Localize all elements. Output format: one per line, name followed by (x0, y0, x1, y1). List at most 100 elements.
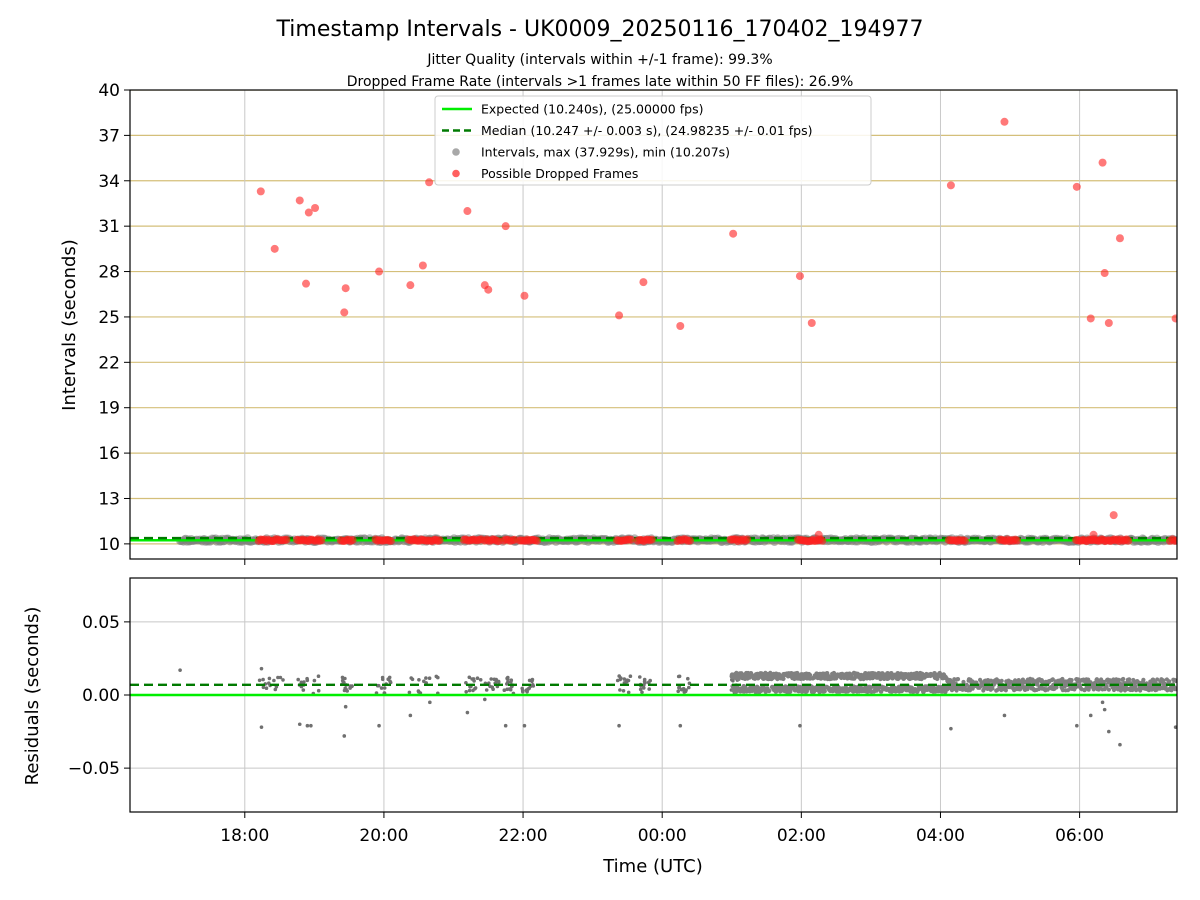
residual-point (379, 686, 384, 690)
dropped-frame-point (317, 536, 326, 545)
residual-point (1116, 677, 1121, 682)
top-y-tick-label: 25 (98, 308, 120, 328)
residual-point (312, 678, 317, 683)
residual-point (273, 687, 278, 692)
dropped-frame-point (256, 187, 265, 196)
residual-point (340, 678, 345, 683)
residual-outlier-point (503, 723, 508, 728)
top-y-tick-label: 13 (98, 489, 120, 509)
residual-point (305, 676, 309, 681)
bottom-y-tick-label: 0.00 (82, 686, 120, 706)
top-y-tick-label: 40 (98, 81, 120, 101)
legend-label: Possible Dropped Frames (481, 166, 638, 181)
dropped-frame-point (501, 222, 510, 231)
top-y-tick-label: 34 (98, 172, 120, 192)
x-tick-label: 20:00 (359, 826, 408, 846)
residual-point (615, 678, 620, 683)
residual-point (467, 675, 472, 680)
dropped-frame-point (270, 244, 279, 253)
residual-point (267, 676, 272, 681)
chart-subtitle-jitter: Jitter Quality (intervals within +/-1 fr… (426, 52, 772, 68)
residual-point (434, 674, 439, 679)
residual-point (955, 677, 961, 682)
bottom-panel-plot (130, 578, 1177, 812)
x-tick-label: 00:00 (638, 826, 687, 846)
dropped-frame-point (1109, 511, 1118, 520)
residual-point (618, 688, 622, 692)
residual-point (296, 677, 301, 682)
x-tick-label: 02:00 (777, 826, 826, 846)
residual-point (257, 678, 262, 683)
dropped-frame-point (340, 308, 349, 317)
residual-point (509, 679, 513, 684)
residual-outlier-point (305, 723, 310, 728)
top-y-tick-label: 28 (98, 263, 120, 283)
residual-point (276, 675, 280, 680)
residual-point (1167, 679, 1172, 684)
residual-point (422, 679, 426, 684)
residual-point (409, 676, 414, 680)
x-axis-label: Time (UTC) (602, 856, 703, 877)
residual-point (272, 678, 276, 683)
residual-outlier-point (465, 710, 470, 715)
residual-point (1069, 678, 1074, 683)
residual-outlier-point (522, 723, 527, 728)
residual-point (1131, 677, 1136, 683)
residual-point (343, 686, 348, 691)
residual-point (489, 677, 494, 681)
residual-point (1174, 678, 1177, 683)
residual-point (1106, 687, 1111, 692)
residual-outlier-point (297, 722, 302, 727)
dropped-frame-point (533, 536, 541, 545)
residual-point (1050, 677, 1055, 682)
dropped-frame-point (676, 322, 685, 331)
residual-outlier-point (1118, 742, 1122, 747)
legend-swatch-dropped (452, 169, 460, 178)
residual-point (677, 685, 681, 690)
dropped-frame-point (425, 178, 434, 187)
bottom-y-tick-label: −0.05 (68, 759, 120, 779)
residual-point (766, 688, 772, 694)
residual-point (278, 675, 283, 680)
residual-point (642, 686, 646, 690)
residual-point (417, 678, 421, 682)
residual-point (281, 678, 285, 682)
dropped-frame-point (807, 318, 816, 327)
residual-point (424, 676, 428, 680)
dropped-frame-point (1000, 117, 1009, 126)
residual-point (833, 676, 839, 681)
dropped-frame-point (647, 535, 656, 544)
residual-point (427, 676, 432, 680)
residual-outlier-point (408, 713, 413, 718)
residual-point (502, 688, 507, 692)
residual-point (621, 689, 626, 693)
residual-point (316, 674, 321, 678)
residual-point (484, 688, 489, 692)
residual-point (475, 676, 480, 680)
dropped-frame-point (960, 536, 969, 545)
dropped-frame-point (484, 285, 493, 294)
top-y-tick-label: 37 (98, 126, 120, 146)
residual-point (473, 686, 477, 691)
residual-outlier-point (482, 697, 487, 702)
residual-point (478, 678, 483, 682)
residual-outlier-point (678, 723, 683, 728)
residual-outlier-point (178, 668, 182, 672)
residual-outlier-point (949, 726, 953, 731)
residual-point (1060, 676, 1065, 682)
residual-point (1161, 678, 1166, 683)
residual-point (264, 686, 269, 690)
residual-point (1054, 685, 1059, 690)
residual-point (527, 686, 531, 691)
dropped-frame-point (615, 311, 624, 320)
dropped-frame-point (406, 281, 415, 290)
bottom-y-tick-label: 0.05 (82, 613, 120, 633)
x-tick-label: 06:00 (1055, 826, 1104, 846)
residual-outlier-point (343, 704, 348, 709)
dropped-frame-point (1173, 536, 1177, 545)
residual-outlier-point (617, 723, 621, 728)
dropped-frame-point (375, 267, 384, 276)
residual-outlier-point (1075, 723, 1079, 728)
dropped-frame-point (1072, 182, 1081, 191)
